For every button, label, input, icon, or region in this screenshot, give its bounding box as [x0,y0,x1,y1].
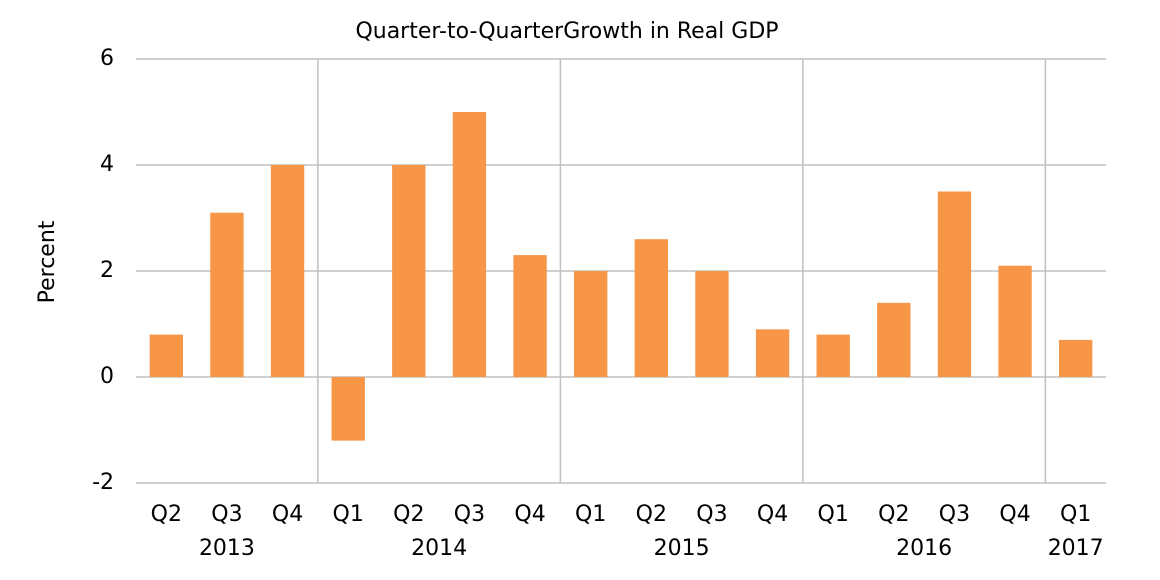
group-label: 2015 [654,536,710,561]
bar [331,377,365,441]
y-tick-label: -2 [92,470,114,495]
group-label: 2017 [1048,536,1104,561]
bar [634,239,668,377]
bar [574,271,608,377]
x-tick-label: Q2 [151,502,182,527]
x-tick-label: Q3 [211,502,242,527]
bar [452,112,487,377]
x-tick-label: Q3 [696,502,727,527]
y-tick-label: 0 [100,364,114,389]
y-tick-label: 4 [100,152,114,177]
bar [392,165,426,377]
group-label: 2014 [411,536,467,561]
group-label: 2016 [896,536,952,561]
x-tick-label: Q4 [999,502,1030,527]
y-tick-label: 2 [100,258,114,283]
x-tick-label: Q3 [454,502,485,527]
x-tick-label: Q2 [393,502,424,527]
x-tick-label: Q2 [636,502,667,527]
y-axis-label: Percent [35,220,60,303]
group-label: 2013 [199,536,255,561]
bar [937,191,972,377]
bar [513,255,547,377]
x-tick-label: Q4 [757,502,788,527]
bar [270,165,305,377]
bar [695,271,729,377]
bar [1059,339,1093,377]
x-tick-label: Q1 [818,502,849,527]
x-tick-label: Q3 [939,502,970,527]
y-tick-label: 6 [100,46,114,71]
bar [149,334,183,377]
x-tick-label: Q1 [1060,502,1091,527]
chart-title: Quarter-to-QuarterGrowth in Real GDP [355,19,778,44]
x-tick-label: Q2 [878,502,909,527]
bar [877,302,911,377]
x-tick-label: Q1 [333,502,364,527]
bar [816,334,850,377]
bar [755,329,790,377]
x-tick-label: Q1 [575,502,606,527]
bar [998,265,1032,377]
x-tick-label: Q4 [514,502,545,527]
bar [210,212,244,377]
x-tick-label: Q4 [272,502,303,527]
